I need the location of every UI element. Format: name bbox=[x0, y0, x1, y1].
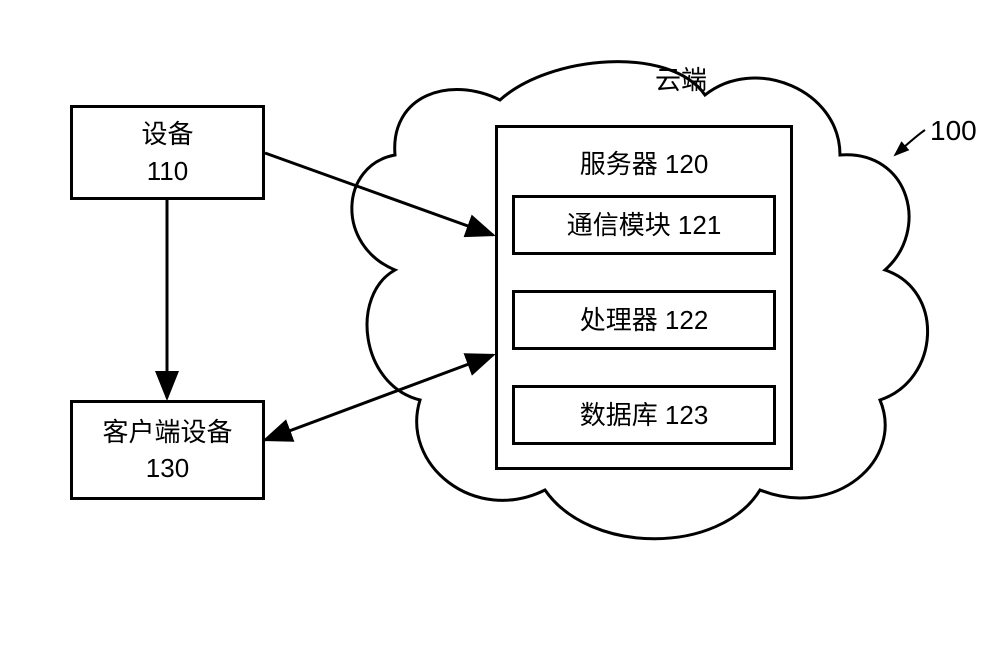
client-box: 客户端设备 130 bbox=[70, 400, 265, 500]
processor-box: 处理器 122 bbox=[512, 290, 776, 350]
ref-arrow bbox=[895, 130, 925, 155]
server-title: 服务器 120 bbox=[498, 146, 790, 182]
comm-label: 通信模块 121 bbox=[567, 207, 722, 243]
edge-client-to-server bbox=[265, 355, 493, 440]
device-label-1: 设备 bbox=[141, 116, 193, 152]
db-label: 数据库 123 bbox=[580, 397, 709, 433]
device-box: 设备 110 bbox=[70, 105, 265, 200]
edge-device-to-server bbox=[265, 153, 493, 235]
client-label-1: 客户端设备 bbox=[102, 414, 232, 450]
cloud-label: 云端 bbox=[655, 60, 707, 97]
proc-label: 处理器 122 bbox=[580, 302, 709, 338]
device-label-2: 110 bbox=[147, 153, 188, 189]
client-label-2: 130 bbox=[146, 450, 189, 486]
comm-module-box: 通信模块 121 bbox=[512, 195, 776, 255]
database-box: 数据库 123 bbox=[512, 385, 776, 445]
ref-number: 100 bbox=[930, 115, 977, 147]
